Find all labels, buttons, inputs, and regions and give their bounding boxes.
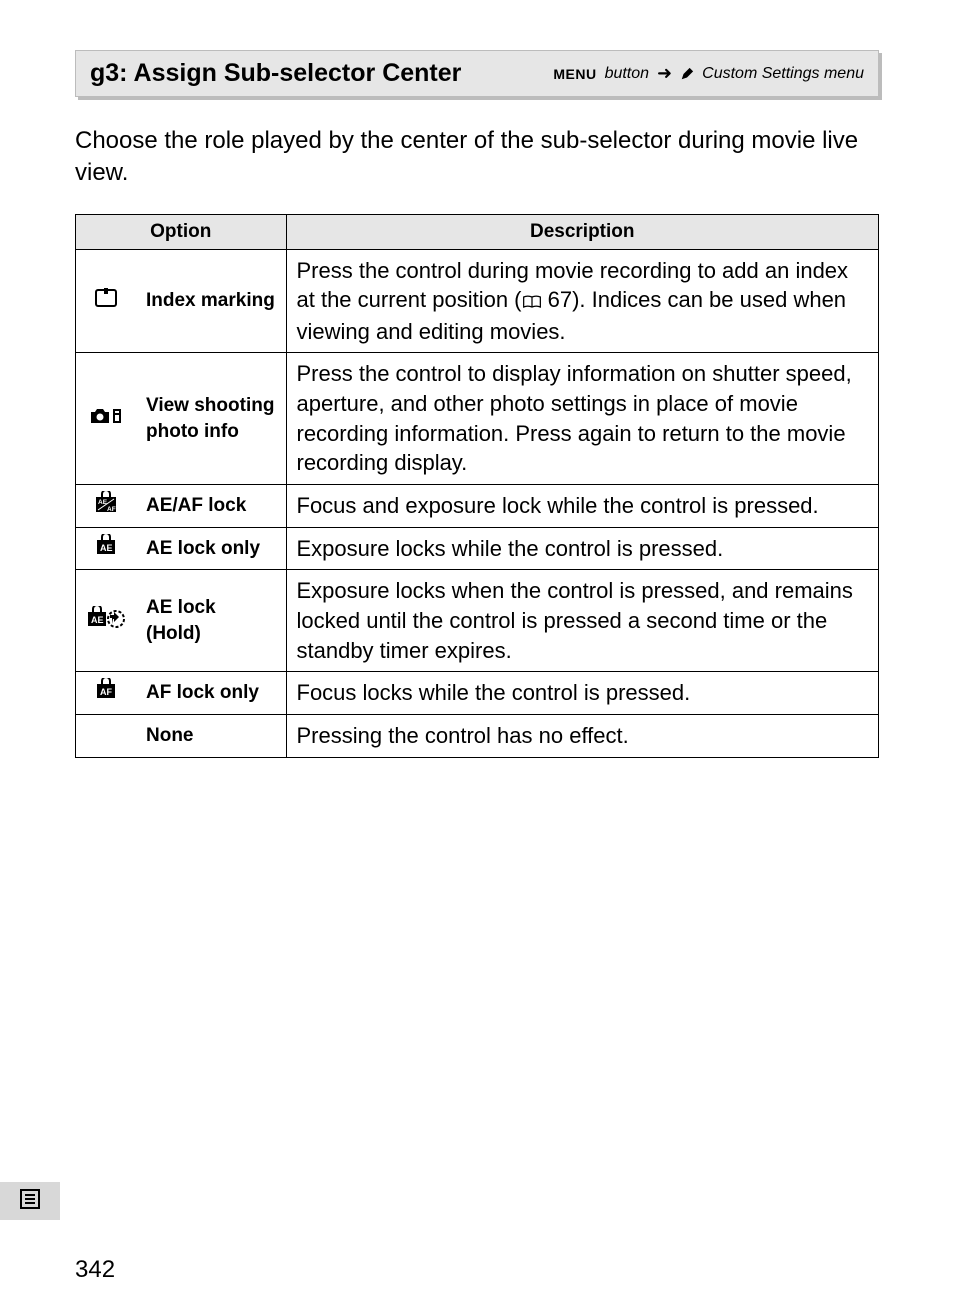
table-row: AE AE lock (Hold) Exposure locks when th…	[76, 570, 879, 672]
page: g3: Assign Sub-selector Center MENU butt…	[0, 0, 954, 758]
svg-text:AE: AE	[91, 615, 104, 625]
ae-lock-icon: AE	[95, 534, 117, 564]
ae-af-lock-icon: AE AF	[94, 491, 118, 521]
option-description: Pressing the control has no effect.	[286, 715, 879, 758]
option-description: Focus locks while the control is pressed…	[286, 672, 879, 715]
index-mark-icon	[94, 286, 118, 316]
option-label: Index marking	[136, 249, 286, 352]
camera-info-icon	[89, 404, 123, 434]
option-label: None	[136, 715, 286, 758]
ae-lock-hold-icon: AE	[86, 606, 126, 636]
table-row: View shooting photo info Press the contr…	[76, 353, 879, 485]
option-icon-cell: AE	[76, 570, 137, 672]
menu-list-icon	[18, 1187, 42, 1216]
side-tab	[0, 1182, 60, 1220]
table-row: None Pressing the control has no effect.	[76, 715, 879, 758]
option-icon-cell	[76, 249, 137, 352]
svg-text:AE: AE	[98, 499, 108, 506]
menu-label: MENU	[553, 66, 596, 82]
option-icon-cell	[76, 353, 137, 485]
option-description: Press the control during movie recording…	[286, 249, 879, 352]
col-header-description: Description	[286, 214, 879, 249]
option-label: AE/AF lock	[136, 484, 286, 527]
option-label: View shooting photo info	[136, 353, 286, 485]
page-number: 342	[75, 1256, 115, 1284]
table-row: AF AF lock only Focus locks while the co…	[76, 672, 879, 715]
table-row: Index marking Press the control during m…	[76, 249, 879, 352]
section-header: g3: Assign Sub-selector Center MENU butt…	[75, 50, 879, 97]
svg-text:AE: AE	[100, 543, 113, 553]
option-icon-cell: AF	[76, 672, 137, 715]
option-icon-cell: AE	[76, 527, 137, 570]
option-icon-cell	[76, 715, 137, 758]
option-description: Exposure locks when the control is press…	[286, 570, 879, 672]
svg-text:AF: AF	[107, 506, 116, 513]
table-header-row: Option Description	[76, 214, 879, 249]
arrow-icon: ➜	[657, 63, 672, 84]
breadcrumb: MENU button ➜ Custom Settings menu	[553, 63, 864, 84]
custom-settings-menu-label: Custom Settings menu	[702, 65, 864, 83]
intro-text: Choose the role played by the center of …	[75, 125, 879, 190]
table-row: AE AF AE/AF lock Focus and exposure lock…	[76, 484, 879, 527]
svg-text:AF: AF	[100, 687, 112, 697]
button-word: button	[605, 65, 649, 83]
option-description: Press the control to display information…	[286, 353, 879, 485]
book-icon	[522, 287, 542, 317]
option-label: AF lock only	[136, 672, 286, 715]
option-description: Focus and exposure lock while the contro…	[286, 484, 879, 527]
af-lock-icon: AF	[95, 678, 117, 708]
option-description: Exposure locks while the control is pres…	[286, 527, 879, 570]
section-title: g3: Assign Sub-selector Center	[90, 59, 461, 88]
table-row: AE AE lock only Exposure locks while the…	[76, 527, 879, 570]
option-label: AE lock (Hold)	[136, 570, 286, 672]
col-header-option: Option	[76, 214, 287, 249]
option-icon-cell: AE AF	[76, 484, 137, 527]
option-label: AE lock only	[136, 527, 286, 570]
pencil-icon	[680, 67, 694, 81]
options-table: Option Description Index marking Press t…	[75, 214, 879, 758]
